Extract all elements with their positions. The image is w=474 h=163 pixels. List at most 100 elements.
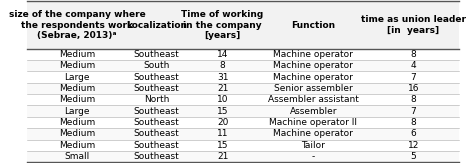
- Bar: [259, 140, 368, 151]
- Text: Medium: Medium: [59, 141, 95, 150]
- Text: 21: 21: [217, 152, 228, 161]
- Text: Machine operator: Machine operator: [273, 73, 353, 82]
- Bar: [259, 117, 368, 128]
- Text: Machine operator: Machine operator: [273, 129, 353, 138]
- Text: 6: 6: [410, 129, 416, 138]
- Bar: [27, 105, 127, 117]
- Bar: [186, 117, 259, 128]
- Text: 15: 15: [217, 107, 228, 116]
- Bar: [127, 140, 186, 151]
- Text: Senior assembler: Senior assembler: [274, 84, 353, 93]
- Bar: [368, 117, 459, 128]
- Bar: [259, 83, 368, 94]
- Text: South: South: [144, 61, 170, 70]
- Text: 21: 21: [217, 84, 228, 93]
- Text: Time of working
in the company
[years]: Time of working in the company [years]: [182, 10, 264, 40]
- Bar: [259, 71, 368, 83]
- Bar: [127, 83, 186, 94]
- Bar: [127, 128, 186, 140]
- Bar: [186, 83, 259, 94]
- Text: 12: 12: [408, 141, 419, 150]
- Bar: [368, 60, 459, 71]
- Text: Machine operator: Machine operator: [273, 50, 353, 59]
- Text: 8: 8: [410, 50, 416, 59]
- Bar: [259, 60, 368, 71]
- Text: 7: 7: [410, 73, 416, 82]
- Bar: [27, 1, 127, 49]
- Bar: [368, 83, 459, 94]
- Text: Southeast: Southeast: [134, 84, 180, 93]
- Text: 4: 4: [410, 61, 416, 70]
- Bar: [127, 151, 186, 162]
- Bar: [186, 71, 259, 83]
- Text: Localization: Localization: [126, 21, 187, 30]
- Bar: [27, 94, 127, 105]
- Bar: [27, 60, 127, 71]
- Bar: [368, 94, 459, 105]
- Text: Medium: Medium: [59, 50, 95, 59]
- Bar: [127, 105, 186, 117]
- Text: 16: 16: [408, 84, 419, 93]
- Bar: [186, 60, 259, 71]
- Text: Tailor: Tailor: [301, 141, 325, 150]
- Text: 8: 8: [410, 118, 416, 127]
- Bar: [186, 1, 259, 49]
- Bar: [186, 105, 259, 117]
- Bar: [259, 49, 368, 60]
- Text: 5: 5: [410, 152, 416, 161]
- Text: Assembler assistant: Assembler assistant: [268, 95, 359, 104]
- Bar: [368, 1, 459, 49]
- Bar: [27, 117, 127, 128]
- Bar: [259, 128, 368, 140]
- Bar: [259, 105, 368, 117]
- Text: Southeast: Southeast: [134, 141, 180, 150]
- Bar: [127, 71, 186, 83]
- Text: North: North: [144, 95, 169, 104]
- Text: Function: Function: [292, 21, 336, 30]
- Bar: [186, 49, 259, 60]
- Text: Southeast: Southeast: [134, 107, 180, 116]
- Text: Machine operator II: Machine operator II: [269, 118, 357, 127]
- Text: Southeast: Southeast: [134, 118, 180, 127]
- Text: Medium: Medium: [59, 129, 95, 138]
- Bar: [27, 151, 127, 162]
- Bar: [27, 49, 127, 60]
- Bar: [368, 128, 459, 140]
- Text: size of the company where
the respondents work
(Sebrae, 2013)ᵃ: size of the company where the respondent…: [9, 10, 146, 40]
- Text: Southeast: Southeast: [134, 73, 180, 82]
- Bar: [186, 94, 259, 105]
- Bar: [127, 94, 186, 105]
- Text: time as union leader
[in  years]: time as union leader [in years]: [361, 15, 466, 35]
- Text: Medium: Medium: [59, 95, 95, 104]
- Bar: [368, 71, 459, 83]
- Text: Southeast: Southeast: [134, 129, 180, 138]
- Bar: [27, 83, 127, 94]
- Bar: [259, 94, 368, 105]
- Text: 20: 20: [217, 118, 228, 127]
- Bar: [186, 128, 259, 140]
- Text: Southeast: Southeast: [134, 152, 180, 161]
- Text: 8: 8: [219, 61, 226, 70]
- Text: Southeast: Southeast: [134, 50, 180, 59]
- Bar: [127, 1, 186, 49]
- Bar: [186, 140, 259, 151]
- Bar: [127, 60, 186, 71]
- Text: Large: Large: [64, 73, 90, 82]
- Text: Machine operator: Machine operator: [273, 61, 353, 70]
- Text: Assembler: Assembler: [290, 107, 337, 116]
- Bar: [127, 49, 186, 60]
- Text: Medium: Medium: [59, 61, 95, 70]
- Text: 10: 10: [217, 95, 228, 104]
- Bar: [259, 151, 368, 162]
- Text: Medium: Medium: [59, 118, 95, 127]
- Bar: [368, 140, 459, 151]
- Text: Large: Large: [64, 107, 90, 116]
- Text: -: -: [312, 152, 315, 161]
- Text: 31: 31: [217, 73, 228, 82]
- Bar: [368, 105, 459, 117]
- Bar: [27, 71, 127, 83]
- Text: Medium: Medium: [59, 84, 95, 93]
- Bar: [259, 1, 368, 49]
- Bar: [27, 140, 127, 151]
- Text: 11: 11: [217, 129, 228, 138]
